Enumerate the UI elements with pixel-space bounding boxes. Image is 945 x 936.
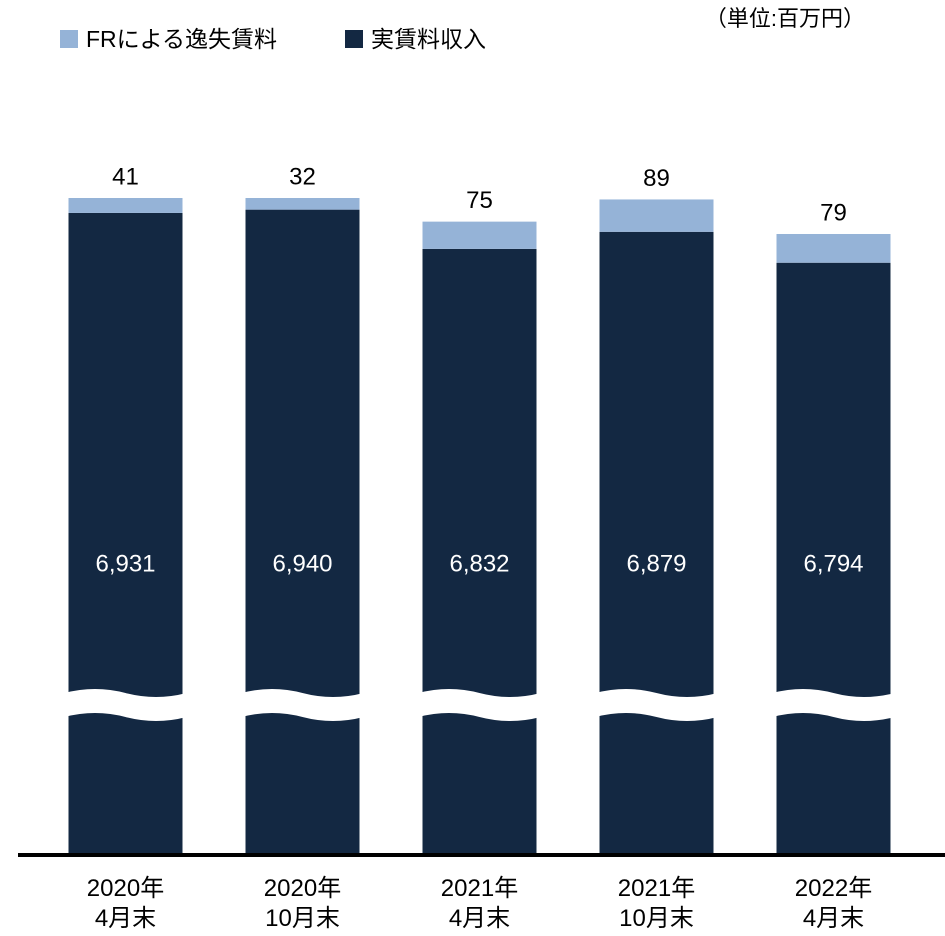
axis-break bbox=[595, 689, 718, 721]
axis-break bbox=[64, 689, 187, 721]
data-label: 6,794 bbox=[803, 550, 863, 577]
data-label: 41 bbox=[112, 163, 139, 190]
data-label: 89 bbox=[643, 165, 670, 192]
bar-segment bbox=[422, 248, 537, 855]
legend-label: FRによる逸失賃料 bbox=[86, 26, 277, 52]
bar-segment bbox=[599, 199, 714, 232]
x-tick-label: 2020年 4月末 bbox=[86, 875, 165, 932]
bar-segment bbox=[245, 198, 360, 210]
unit-note: （単位:百万円） bbox=[705, 6, 865, 31]
bar-segment bbox=[599, 231, 714, 855]
x-tick-label: 2021年 4月末 bbox=[440, 875, 519, 932]
data-label: 6,879 bbox=[626, 550, 686, 577]
data-label: 6,832 bbox=[449, 550, 509, 577]
bar-segment bbox=[245, 209, 360, 855]
bar-segment bbox=[776, 233, 891, 263]
legend-label: 実賃料収入 bbox=[371, 26, 486, 52]
data-label: 75 bbox=[466, 187, 493, 214]
bar-segment bbox=[68, 198, 183, 213]
data-label: 79 bbox=[820, 199, 847, 226]
bar-segment bbox=[776, 262, 891, 855]
axis-break bbox=[418, 689, 541, 721]
axis-break bbox=[772, 689, 895, 721]
data-label: 6,931 bbox=[95, 550, 155, 577]
axis-break bbox=[241, 689, 364, 721]
x-tick-label: 2020年 10月末 bbox=[263, 875, 342, 932]
x-tick-label: 2022年 4月末 bbox=[794, 875, 873, 932]
data-label: 32 bbox=[289, 163, 316, 190]
data-label: 6,940 bbox=[272, 550, 332, 577]
legend-swatch bbox=[345, 30, 363, 48]
legend-swatch bbox=[60, 30, 78, 48]
bar-segment bbox=[68, 212, 183, 856]
x-tick-label: 2021年 10月末 bbox=[617, 875, 696, 932]
bar-segment bbox=[422, 221, 537, 249]
